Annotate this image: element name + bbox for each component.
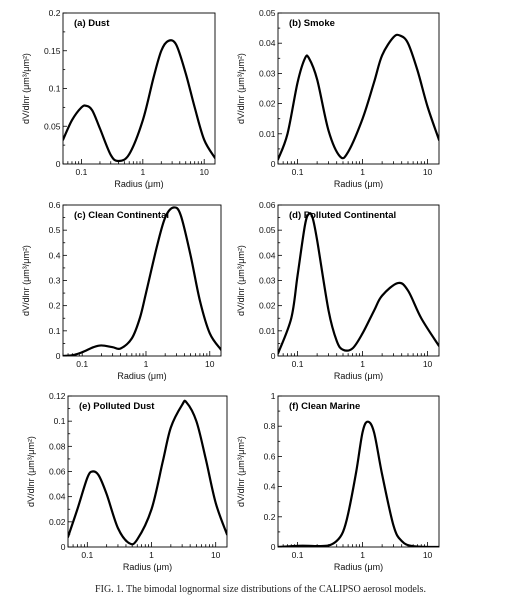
panel-6: 0 0.2 0.4 0.6 0.8 1 0.1 1 10 Radius (μm) dV/dlnr (… <box>236 391 440 572</box>
y-axis-label: dV/dlnr (μm³/μm²) <box>26 436 36 507</box>
panel-title: (d) Polluted Continental <box>289 210 396 221</box>
x-axis-label: Radius (μm) <box>334 562 383 572</box>
y-tick-label: 0.6 <box>264 451 276 461</box>
x-tick-label: 1 <box>360 550 365 560</box>
x-tick-label: 1 <box>360 167 365 177</box>
x-tick-label: 0.1 <box>292 167 304 177</box>
y-tick-label: 0 <box>61 542 66 552</box>
y-tick-label: 0.6 <box>49 200 61 210</box>
y-tick-label: 0.4 <box>49 250 61 260</box>
y-tick-label: 0.03 <box>259 68 276 78</box>
y-tick-label: 0.06 <box>259 200 276 210</box>
y-tick-label: 0 <box>271 351 276 361</box>
panel-title: (f) Clean Marine <box>289 401 360 412</box>
x-tick-label: 0.1 <box>76 359 88 369</box>
panel-title: (c) Clean Continental <box>74 210 169 221</box>
y-tick-label: 0.04 <box>259 38 276 48</box>
size-distribution-curve <box>68 399 227 546</box>
y-tick-label: 0.03 <box>259 276 276 286</box>
y-tick-label: 0.2 <box>49 8 61 18</box>
panel-title: (b) Smoke <box>289 18 335 29</box>
size-distribution-curve <box>278 420 439 547</box>
x-tick-label: 1 <box>149 550 154 560</box>
x-tick-label: 0.1 <box>292 550 304 560</box>
size-distribution-curve <box>63 206 221 356</box>
plot-frame <box>62 204 222 357</box>
y-tick-label: 0.01 <box>259 129 276 139</box>
panel-5: 0 0.02 0.04 0.06 0.08 0.1 0.12 0.1 1 10 Radius (μm… <box>26 391 228 572</box>
x-tick-label: 1 <box>144 359 149 369</box>
y-tick-label: 0.2 <box>264 512 276 522</box>
y-axis-label: dV/dlnr (μm³/μm²) <box>236 245 246 316</box>
y-tick-label: 0.05 <box>259 225 276 235</box>
y-tick-label: 0.05 <box>259 8 276 18</box>
x-tick-label: 10 <box>205 359 215 369</box>
x-tick-label: 10 <box>423 167 433 177</box>
x-axis-label: Radius (μm) <box>114 179 163 189</box>
y-tick-label: 0 <box>271 542 276 552</box>
x-axis-label: Radius (μm) <box>334 179 383 189</box>
plot-frame <box>62 12 216 165</box>
panel-3: 0 0.1 0.2 0.3 0.4 0.5 0.6 0.1 1 10 Radius (μm) dV/d… <box>21 200 222 381</box>
y-tick-label: 0.12 <box>49 391 66 401</box>
panel-title: (a) Dust <box>74 18 110 29</box>
y-tick-label: 0.1 <box>54 416 66 426</box>
plot-frame <box>277 395 440 548</box>
x-axis-label: Radius (μm) <box>123 562 172 572</box>
y-tick-label: 0.02 <box>259 99 276 109</box>
y-tick-label: 0.4 <box>264 482 276 492</box>
y-tick-label: 0.02 <box>49 517 66 527</box>
panel-1: 0 0.05 0.1 0.15 0.2 0.1 1 10 Radius (μm) dV/dlnr … <box>21 8 216 189</box>
y-tick-label: 1 <box>271 391 276 401</box>
y-tick-label: 0 <box>56 351 61 361</box>
x-axis-label: Radius (μm) <box>117 371 166 381</box>
y-tick-label: 0.06 <box>49 467 66 477</box>
panel-2: 0 0.01 0.02 0.03 0.04 0.05 0.1 1 10 Radius (μm) dV… <box>236 8 440 189</box>
x-tick-label: 10 <box>211 550 221 560</box>
y-tick-label: 0.15 <box>44 46 61 56</box>
y-tick-label: 0 <box>56 159 61 169</box>
y-axis-label: dV/dlnr (μm³/μm²) <box>21 245 31 316</box>
y-tick-label: 0.05 <box>44 121 61 131</box>
panel-title: (e) Polluted Dust <box>79 401 155 412</box>
y-axis-label: dV/dlnr (μm³/μm²) <box>21 53 31 124</box>
x-tick-label: 10 <box>199 167 209 177</box>
size-distribution-curve <box>278 212 439 355</box>
y-tick-label: 0.1 <box>49 326 61 336</box>
y-tick-label: 0.1 <box>49 84 61 94</box>
x-tick-label: 0.1 <box>81 550 93 560</box>
figure-caption: FIG. 1. The bimodal lognormal size distr… <box>95 584 426 595</box>
y-tick-label: 0.02 <box>259 301 276 311</box>
y-tick-label: 0.3 <box>49 276 61 286</box>
x-tick-label: 1 <box>140 167 145 177</box>
x-tick-label: 1 <box>360 359 365 369</box>
y-tick-label: 0.2 <box>49 301 61 311</box>
plot-frame <box>277 204 440 357</box>
y-axis-label: dV/dlnr (μm³/μm²) <box>236 436 246 507</box>
panel-4: 0 0.01 0.02 0.03 0.04 0.05 0.06 0.1 1 10 Radius (μ… <box>236 200 440 381</box>
y-tick-label: 0.04 <box>49 492 66 502</box>
x-tick-label: 10 <box>423 359 433 369</box>
size-distribution-curve <box>278 33 439 161</box>
x-axis-label: Radius (μm) <box>334 371 383 381</box>
x-tick-label: 10 <box>423 550 433 560</box>
y-axis-label: dV/dlnr (μm³/μm²) <box>236 53 246 124</box>
size-distribution-curve <box>63 39 215 163</box>
plot-frame <box>277 12 440 165</box>
y-tick-label: 0.5 <box>49 225 61 235</box>
x-tick-label: 0.1 <box>292 359 304 369</box>
x-tick-label: 0.1 <box>76 167 88 177</box>
y-tick-label: 0 <box>271 159 276 169</box>
y-tick-label: 0.08 <box>49 441 66 451</box>
y-tick-label: 0.04 <box>259 250 276 260</box>
y-tick-label: 0.01 <box>259 326 276 336</box>
y-tick-label: 0.8 <box>264 421 276 431</box>
